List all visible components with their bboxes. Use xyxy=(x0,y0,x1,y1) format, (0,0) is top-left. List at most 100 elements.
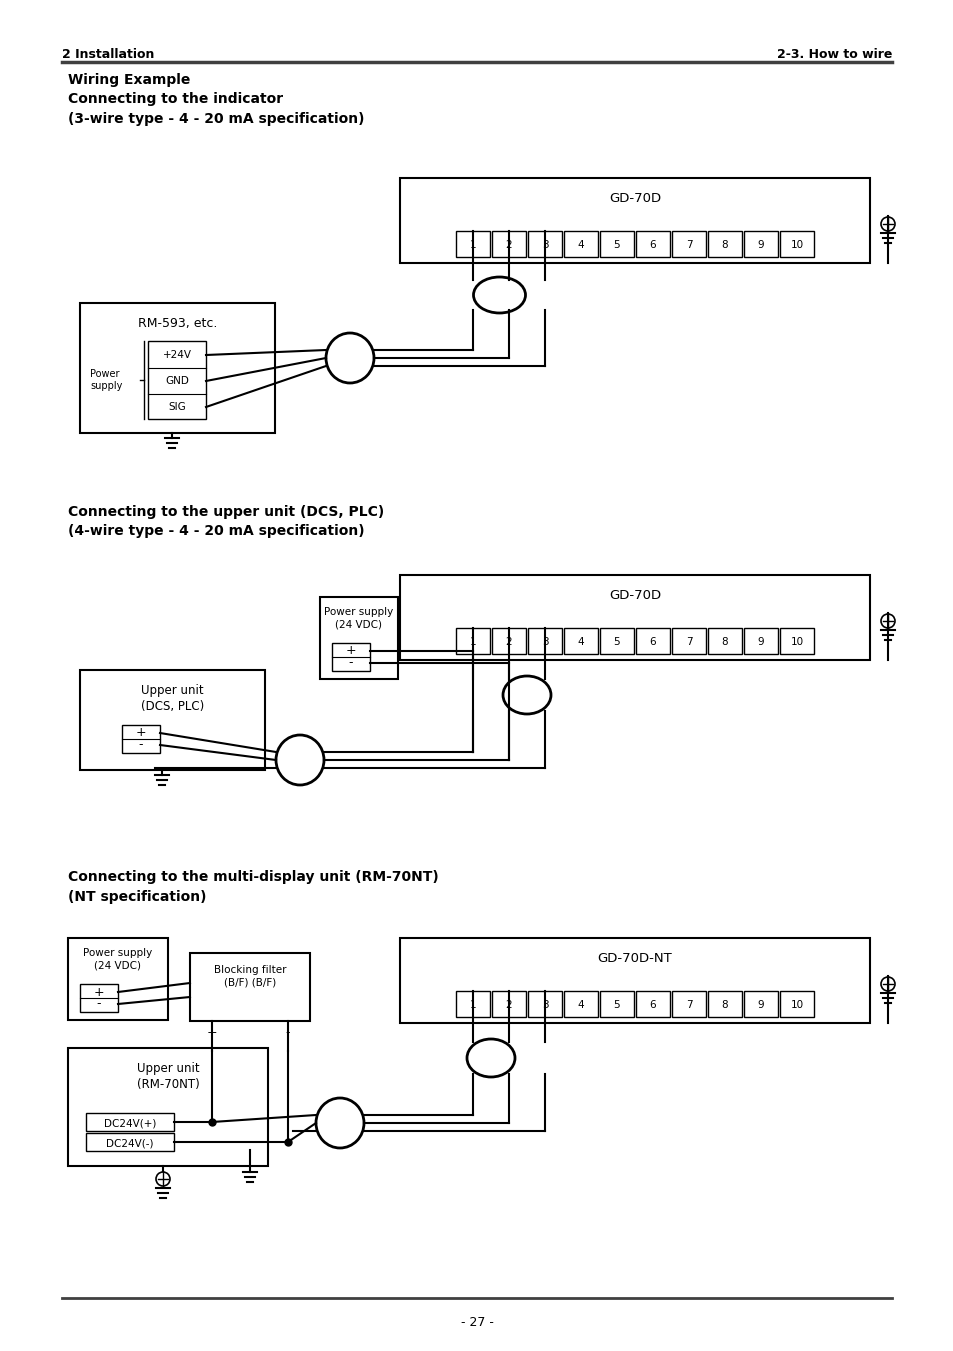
Bar xyxy=(671,231,705,257)
Bar xyxy=(636,628,669,654)
Text: Connecting to the multi-display unit (RM-70NT)
(NT specification): Connecting to the multi-display unit (RM… xyxy=(68,870,438,904)
Text: 2: 2 xyxy=(505,1000,512,1011)
Text: 10: 10 xyxy=(790,1000,802,1011)
Text: 6: 6 xyxy=(649,638,656,647)
Bar xyxy=(707,992,741,1017)
Text: 4: 4 xyxy=(578,638,583,647)
Text: 3: 3 xyxy=(541,638,548,647)
Bar xyxy=(399,178,869,263)
Bar xyxy=(563,992,598,1017)
Text: 2: 2 xyxy=(505,638,512,647)
Bar xyxy=(80,984,118,1012)
Text: 2-3. How to wire: 2-3. How to wire xyxy=(776,49,891,61)
Bar xyxy=(780,628,813,654)
Text: 8: 8 xyxy=(720,1000,727,1011)
Bar xyxy=(148,340,206,419)
Bar xyxy=(527,231,561,257)
Bar xyxy=(707,628,741,654)
Bar xyxy=(743,992,778,1017)
Text: 8: 8 xyxy=(720,240,727,250)
Text: +: + xyxy=(345,644,355,658)
Bar xyxy=(671,992,705,1017)
Text: 6: 6 xyxy=(649,1000,656,1011)
Bar xyxy=(86,1133,173,1151)
Text: 5: 5 xyxy=(613,638,619,647)
Bar xyxy=(492,628,525,654)
Text: +: + xyxy=(135,727,146,739)
Bar xyxy=(563,231,598,257)
Text: 4: 4 xyxy=(578,240,583,250)
Text: RM-593, etc.: RM-593, etc. xyxy=(137,317,217,330)
Text: Wiring Example
Connecting to the indicator
(3-wire type - 4 - 20 mA specificatio: Wiring Example Connecting to the indicat… xyxy=(68,73,364,126)
Text: +24V: +24V xyxy=(162,350,192,359)
Text: -: - xyxy=(286,1027,290,1039)
Text: DC24V(-): DC24V(-) xyxy=(106,1138,153,1148)
Bar xyxy=(456,231,490,257)
Text: Blocking filter
(B/F) (B/F): Blocking filter (B/F) (B/F) xyxy=(213,965,286,988)
Bar xyxy=(68,1048,268,1166)
Bar xyxy=(80,670,265,770)
Bar xyxy=(80,303,274,434)
Text: 3: 3 xyxy=(541,1000,548,1011)
Bar xyxy=(780,992,813,1017)
Text: Upper unit
(DCS, PLC): Upper unit (DCS, PLC) xyxy=(141,684,204,713)
Text: Power supply
(24 VDC): Power supply (24 VDC) xyxy=(83,948,152,970)
Bar xyxy=(68,938,168,1020)
Text: GD-70D: GD-70D xyxy=(608,589,660,603)
Bar xyxy=(319,597,397,680)
Text: +: + xyxy=(207,1027,217,1039)
Bar xyxy=(599,231,634,257)
Text: 5: 5 xyxy=(613,240,619,250)
Bar xyxy=(332,643,370,671)
Bar xyxy=(456,992,490,1017)
Text: 4: 4 xyxy=(578,1000,583,1011)
Text: GND: GND xyxy=(165,376,189,386)
Bar xyxy=(122,725,160,753)
Text: 9: 9 xyxy=(757,240,763,250)
Text: Power
supply: Power supply xyxy=(90,369,122,392)
Text: 9: 9 xyxy=(757,638,763,647)
Text: SIG: SIG xyxy=(168,403,186,412)
Text: 9: 9 xyxy=(757,1000,763,1011)
Text: -: - xyxy=(138,739,143,751)
Text: 10: 10 xyxy=(790,240,802,250)
Text: 7: 7 xyxy=(685,638,692,647)
Bar xyxy=(492,231,525,257)
Bar xyxy=(743,628,778,654)
Text: Power supply
(24 VDC): Power supply (24 VDC) xyxy=(324,607,394,630)
Text: 7: 7 xyxy=(685,1000,692,1011)
Bar xyxy=(599,992,634,1017)
Bar xyxy=(456,628,490,654)
Text: 8: 8 xyxy=(720,638,727,647)
Bar xyxy=(190,952,310,1021)
Bar xyxy=(707,231,741,257)
Bar xyxy=(399,576,869,661)
Text: 3: 3 xyxy=(541,240,548,250)
Text: Connecting to the upper unit (DCS, PLC)
(4-wire type - 4 - 20 mA specification): Connecting to the upper unit (DCS, PLC) … xyxy=(68,505,384,539)
Text: GD-70D: GD-70D xyxy=(608,192,660,205)
Text: - 27 -: - 27 - xyxy=(460,1316,493,1329)
Text: 10: 10 xyxy=(790,638,802,647)
Text: 1: 1 xyxy=(469,638,476,647)
Bar xyxy=(599,628,634,654)
Bar xyxy=(527,628,561,654)
Bar xyxy=(671,628,705,654)
Bar xyxy=(780,231,813,257)
Text: 2 Installation: 2 Installation xyxy=(62,49,154,61)
Text: 1: 1 xyxy=(469,1000,476,1011)
Bar xyxy=(636,992,669,1017)
Bar xyxy=(492,992,525,1017)
Text: GD-70D-NT: GD-70D-NT xyxy=(597,952,672,965)
Text: 5: 5 xyxy=(613,1000,619,1011)
Bar xyxy=(636,231,669,257)
Text: Upper unit
(RM-70NT): Upper unit (RM-70NT) xyxy=(136,1062,199,1092)
Text: 2: 2 xyxy=(505,240,512,250)
Text: -: - xyxy=(96,997,101,1011)
Text: 7: 7 xyxy=(685,240,692,250)
Bar xyxy=(527,992,561,1017)
Bar xyxy=(399,938,869,1023)
Text: DC24V(+): DC24V(+) xyxy=(104,1119,156,1128)
Bar xyxy=(563,628,598,654)
Bar xyxy=(86,1113,173,1131)
Text: -: - xyxy=(349,657,353,670)
